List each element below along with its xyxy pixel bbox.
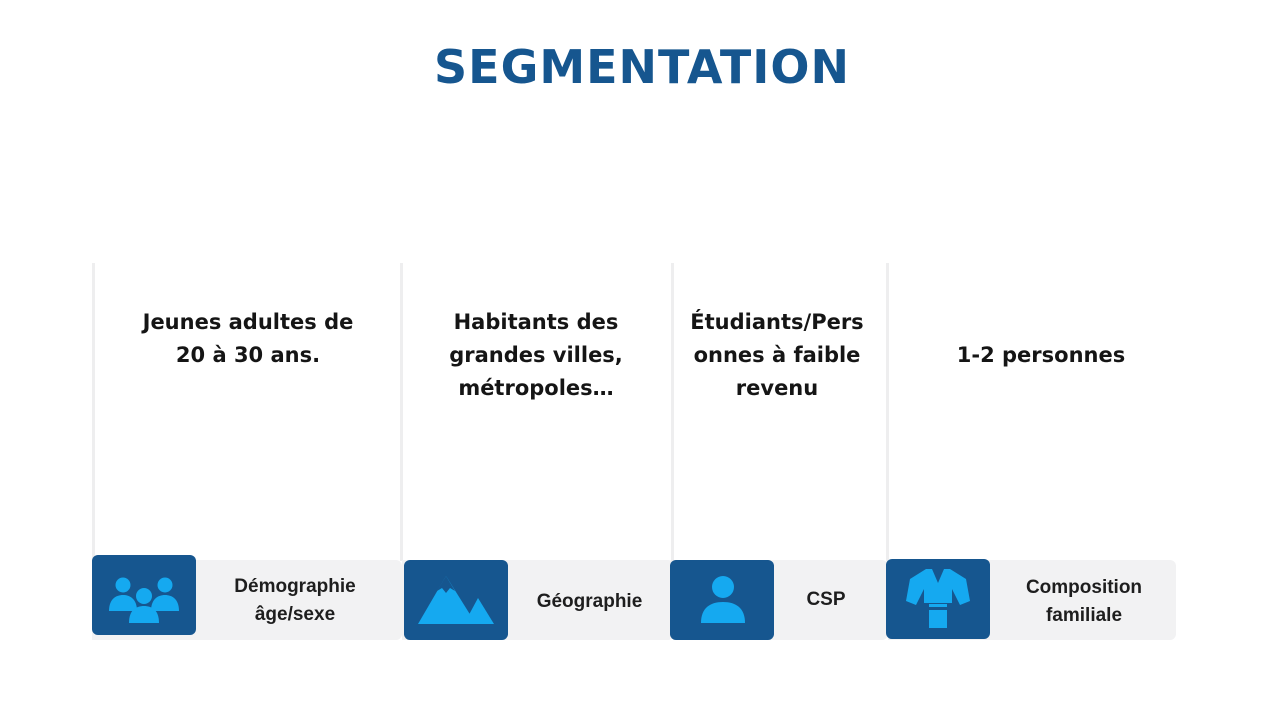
kimono-icon (906, 569, 970, 628)
page-title: SEGMENTATION (434, 40, 850, 94)
group-of-people-icon (109, 577, 179, 623)
category-label-csp: CSP (776, 586, 876, 614)
column-divider (671, 263, 674, 561)
column-divider (92, 263, 95, 561)
segment-description-composition: 1-2 personnes (956, 343, 1126, 367)
category-label-demographie: Démographie âge/sexe (205, 573, 385, 629)
person-icon (701, 576, 745, 623)
category-label-line: âge/sexe (254, 604, 336, 625)
segment-description-geographie: Habitants des grandes villes, métropoles… (449, 310, 623, 400)
composition-icon-box (886, 559, 990, 639)
category-label-line: Démographie (234, 576, 356, 597)
category-label-line: CSP (806, 589, 846, 610)
category-label-line: familiale (1045, 605, 1123, 626)
demographie-icon-box (92, 555, 196, 635)
segment-description-demographie: Jeunes adultes de 20 à 30 ans. (142, 310, 354, 367)
column-divider (400, 263, 403, 561)
category-label-geographie: Géographie (512, 588, 667, 616)
category-label-composition: Composition familiale (994, 574, 1174, 630)
segment-description-csp: Étudiants/Pers onnes à faible revenu (690, 310, 864, 400)
mountain-icon (418, 576, 494, 624)
category-label-line: Géographie (536, 591, 643, 612)
csp-icon-box (670, 560, 774, 640)
geographie-icon-box (404, 560, 508, 640)
column-divider (886, 263, 889, 561)
category-label-line: Composition (1025, 577, 1143, 598)
